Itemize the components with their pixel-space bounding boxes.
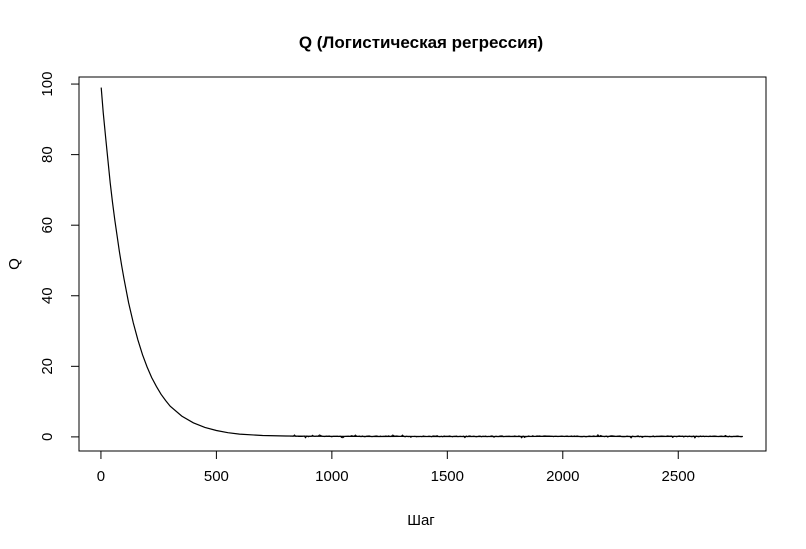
y-axis: 0 20 40 60 80 100 (39, 72, 80, 441)
x-tick-label: 2500 (662, 468, 695, 485)
y-tick-label: 100 (39, 72, 56, 97)
x-tick-label: 2000 (546, 468, 579, 485)
y-tick-label: 80 (39, 146, 56, 163)
series-line-q (100, 87, 743, 438)
series-noise (290, 434, 742, 439)
y-tick-label: 20 (39, 358, 56, 375)
plot-frame (78, 76, 767, 452)
x-tick-label: 1500 (431, 468, 464, 485)
series-noise-path (290, 434, 742, 439)
x-tick-label: 0 (97, 468, 105, 485)
x-axis-label: Шаг (407, 512, 435, 529)
x-tick-label: 500 (204, 468, 229, 485)
y-tick-label: 40 (39, 287, 56, 304)
y-tick-label: 60 (39, 217, 56, 234)
x-axis: 0 500 1000 1500 2000 2500 (97, 450, 695, 485)
chart-title: Q (Логистическая регрессия) (299, 33, 543, 52)
x-tick-label: 1000 (315, 468, 348, 485)
y-tick-label: 0 (39, 433, 56, 441)
y-axis-label: Q (6, 258, 23, 270)
